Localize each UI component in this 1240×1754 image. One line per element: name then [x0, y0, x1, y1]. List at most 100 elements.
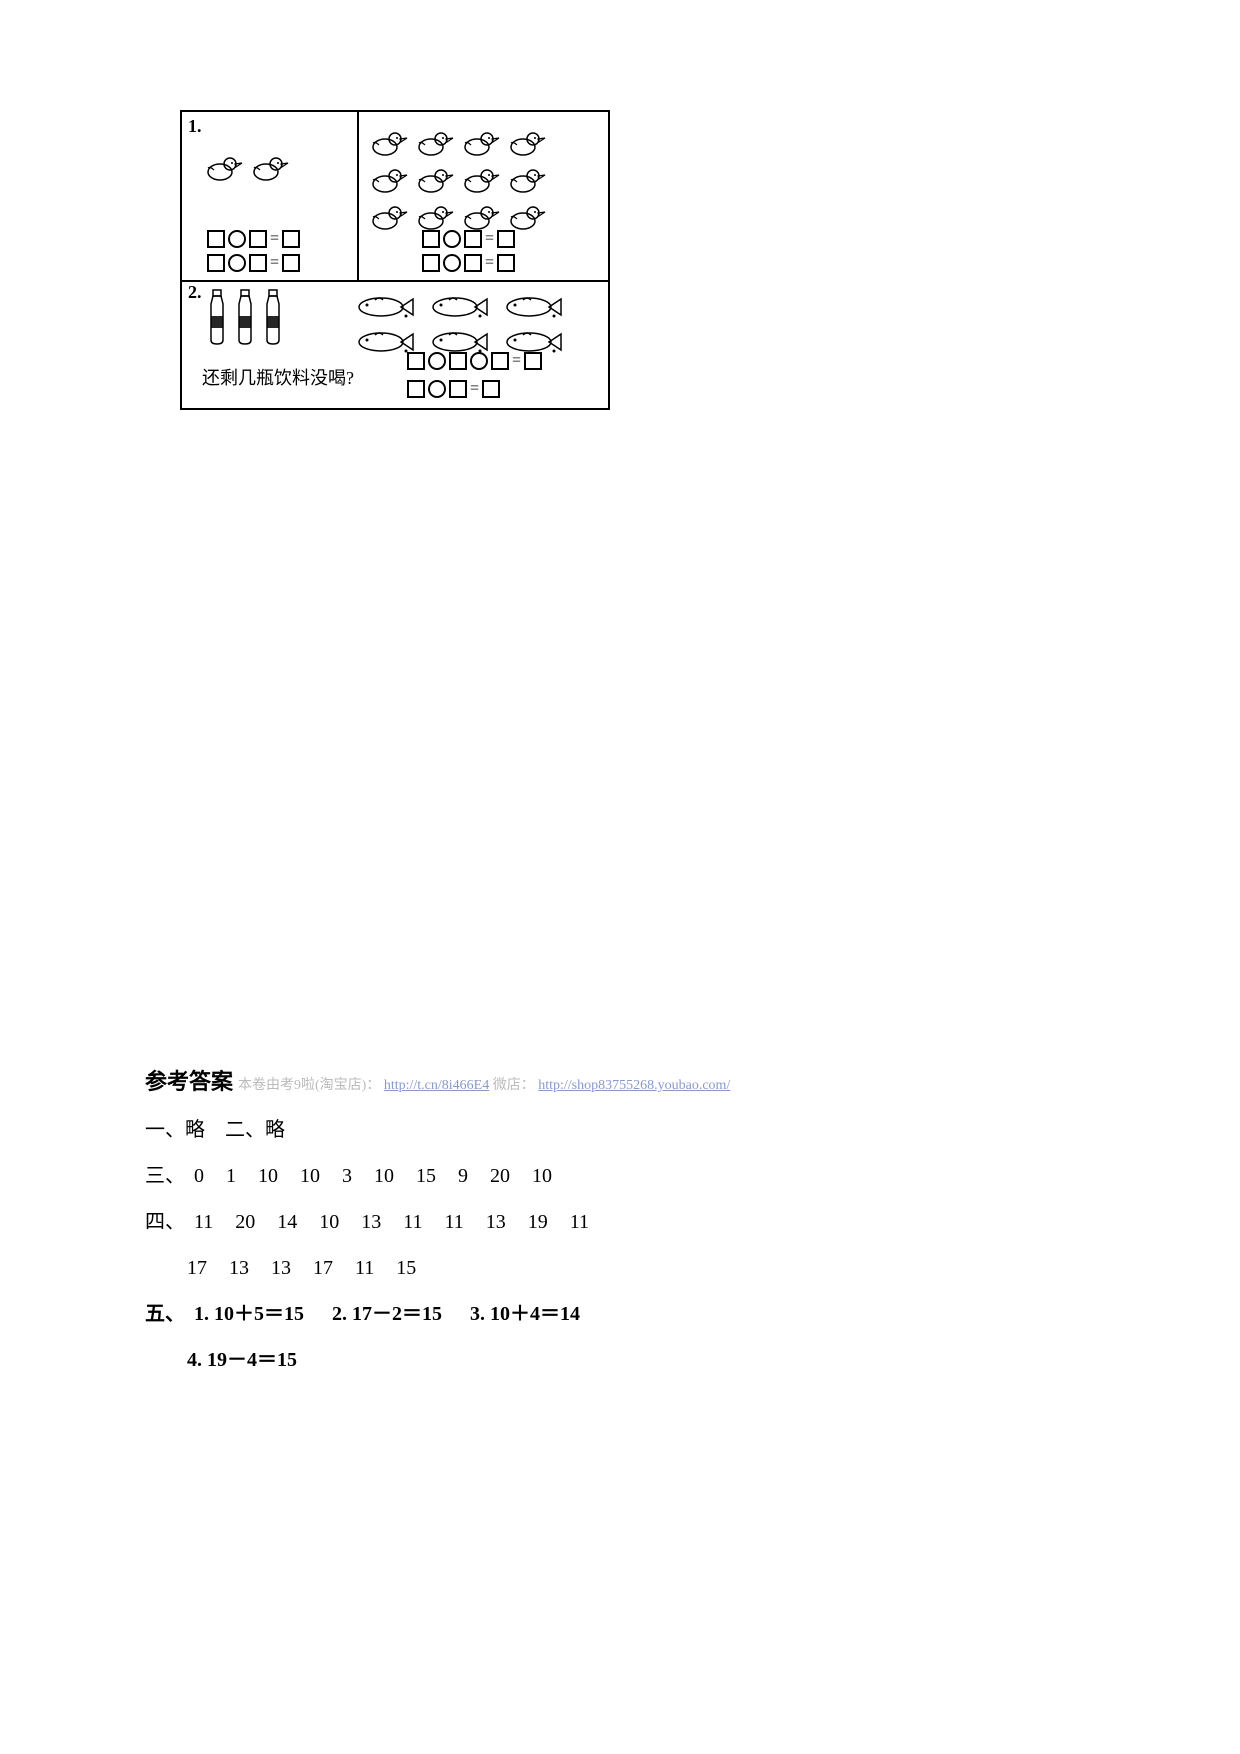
- box-icon: [249, 230, 267, 248]
- answer-num: 10: [532, 1156, 552, 1196]
- duck-icon: [463, 129, 501, 157]
- answer-line-1: 一、略 二、略: [145, 1110, 785, 1150]
- answer-num: 10: [300, 1156, 320, 1196]
- bottle-icon: [204, 288, 230, 346]
- fish-icon: [353, 294, 415, 320]
- answer-line-3b: 171313171115: [187, 1248, 785, 1288]
- answer-line-3-label: 四、: [145, 1202, 185, 1242]
- watermark-link-2: http://shop83755268.youbao.com/: [538, 1078, 730, 1093]
- bottle-icon: [260, 288, 286, 346]
- box-icon: [524, 352, 542, 370]
- circle-icon: [428, 380, 446, 398]
- box-icon: [282, 230, 300, 248]
- equals-sign: =: [485, 254, 494, 272]
- answer-num: 9: [458, 1156, 468, 1196]
- answer-title: 参考答案: [145, 1069, 233, 1094]
- answer-num: 11: [570, 1202, 589, 1242]
- answer-num: 10: [258, 1156, 278, 1196]
- answer-num: 15: [416, 1156, 436, 1196]
- equals-sign: =: [270, 254, 279, 272]
- circle-icon: [228, 254, 246, 272]
- answer-num: 20: [235, 1202, 255, 1242]
- duck-icon: [509, 203, 547, 231]
- answer-line-4-label: 五、: [145, 1303, 185, 1325]
- question-2-text: 还剩几瓶饮料没喝?: [202, 364, 354, 390]
- equals-sign: =: [470, 380, 479, 398]
- watermark-text: 本卷由考9啦(淘宝店)： http://t.cn/8i466E4 微店： htt…: [238, 1078, 730, 1093]
- problem-1-label: 1.: [188, 116, 202, 137]
- answer-key-section: 参考答案 本卷由考9啦(淘宝店)： http://t.cn/8i466E4 微店…: [145, 1060, 785, 1380]
- equals-sign: =: [512, 352, 521, 370]
- fish-icon: [501, 294, 563, 320]
- circle-icon: [443, 254, 461, 272]
- equation-row-right-2: =: [422, 254, 515, 272]
- equation-fish-2: =: [407, 380, 500, 398]
- fish-icon: [353, 329, 415, 355]
- answer-item: 3. 10＋4＝14: [470, 1303, 580, 1325]
- answer-line-2-label: 三、: [145, 1156, 185, 1196]
- equation-row-left-1: =: [207, 230, 300, 248]
- circle-icon: [470, 352, 488, 370]
- box-icon: [407, 352, 425, 370]
- box-icon: [407, 380, 425, 398]
- bottle-icon: [232, 288, 258, 346]
- fish-icon: [427, 294, 489, 320]
- answer-num: 0: [194, 1156, 204, 1196]
- answer-num: 10: [374, 1156, 394, 1196]
- answer-num: 3: [342, 1156, 352, 1196]
- answer-num: 11: [445, 1202, 464, 1242]
- duck-icon: [417, 129, 455, 157]
- answer-num: 11: [355, 1248, 374, 1288]
- duck-icon: [463, 203, 501, 231]
- duck-icon: [252, 154, 290, 182]
- equals-sign: =: [485, 230, 494, 248]
- answer-line-5: 4. 19－4＝15: [187, 1340, 785, 1380]
- answer-line-3: 四、 11201410131111131911: [145, 1202, 785, 1242]
- box-icon: [464, 254, 482, 272]
- box-icon: [482, 380, 500, 398]
- bottles-group: [204, 288, 288, 351]
- answer-num: 15: [396, 1248, 416, 1288]
- ducks-left-group: [202, 152, 352, 189]
- box-icon: [497, 254, 515, 272]
- duck-icon: [509, 166, 547, 194]
- answer-line-2: 三、 0110103101592010: [145, 1156, 785, 1196]
- answer-title-row: 参考答案 本卷由考9啦(淘宝店)： http://t.cn/8i466E4 微店…: [145, 1060, 785, 1104]
- answer-num: 11: [194, 1202, 213, 1242]
- equation-fish-1: =: [407, 352, 542, 370]
- watermark-link-1: http://t.cn/8i466E4: [384, 1078, 489, 1093]
- duck-icon: [371, 203, 409, 231]
- duck-icon: [371, 166, 409, 194]
- answer-num: 11: [403, 1202, 422, 1242]
- equation-row-right-1: =: [422, 230, 515, 248]
- horizontal-divider: [182, 280, 608, 282]
- box-icon: [497, 230, 515, 248]
- circle-icon: [443, 230, 461, 248]
- duck-icon: [417, 203, 455, 231]
- answer-num: 20: [490, 1156, 510, 1196]
- answer-num: 13: [361, 1202, 381, 1242]
- answer-line-5-text: 4. 19－4＝15: [187, 1349, 297, 1371]
- answer-num: 17: [187, 1248, 207, 1288]
- box-icon: [449, 352, 467, 370]
- duck-icon: [509, 129, 547, 157]
- vertical-divider: [357, 112, 359, 280]
- box-icon: [464, 230, 482, 248]
- watermark-prefix: 本卷由考9啦(淘宝店)：: [238, 1078, 380, 1093]
- duck-icon: [463, 166, 501, 194]
- ducks-right-group: [367, 127, 607, 238]
- equation-row-left-2: =: [207, 254, 300, 272]
- watermark-mid: 微店：: [493, 1078, 535, 1093]
- answer-line-4: 五、 1. 10＋5＝152. 17－2＝153. 10＋4＝14: [145, 1294, 785, 1334]
- box-icon: [249, 254, 267, 272]
- answer-num: 10: [319, 1202, 339, 1242]
- box-icon: [491, 352, 509, 370]
- box-icon: [207, 230, 225, 248]
- equals-sign: =: [270, 230, 279, 248]
- duck-icon: [417, 166, 455, 194]
- box-icon: [422, 254, 440, 272]
- answer-num: 14: [277, 1202, 297, 1242]
- duck-icon: [371, 129, 409, 157]
- answer-num: 13: [486, 1202, 506, 1242]
- circle-icon: [428, 352, 446, 370]
